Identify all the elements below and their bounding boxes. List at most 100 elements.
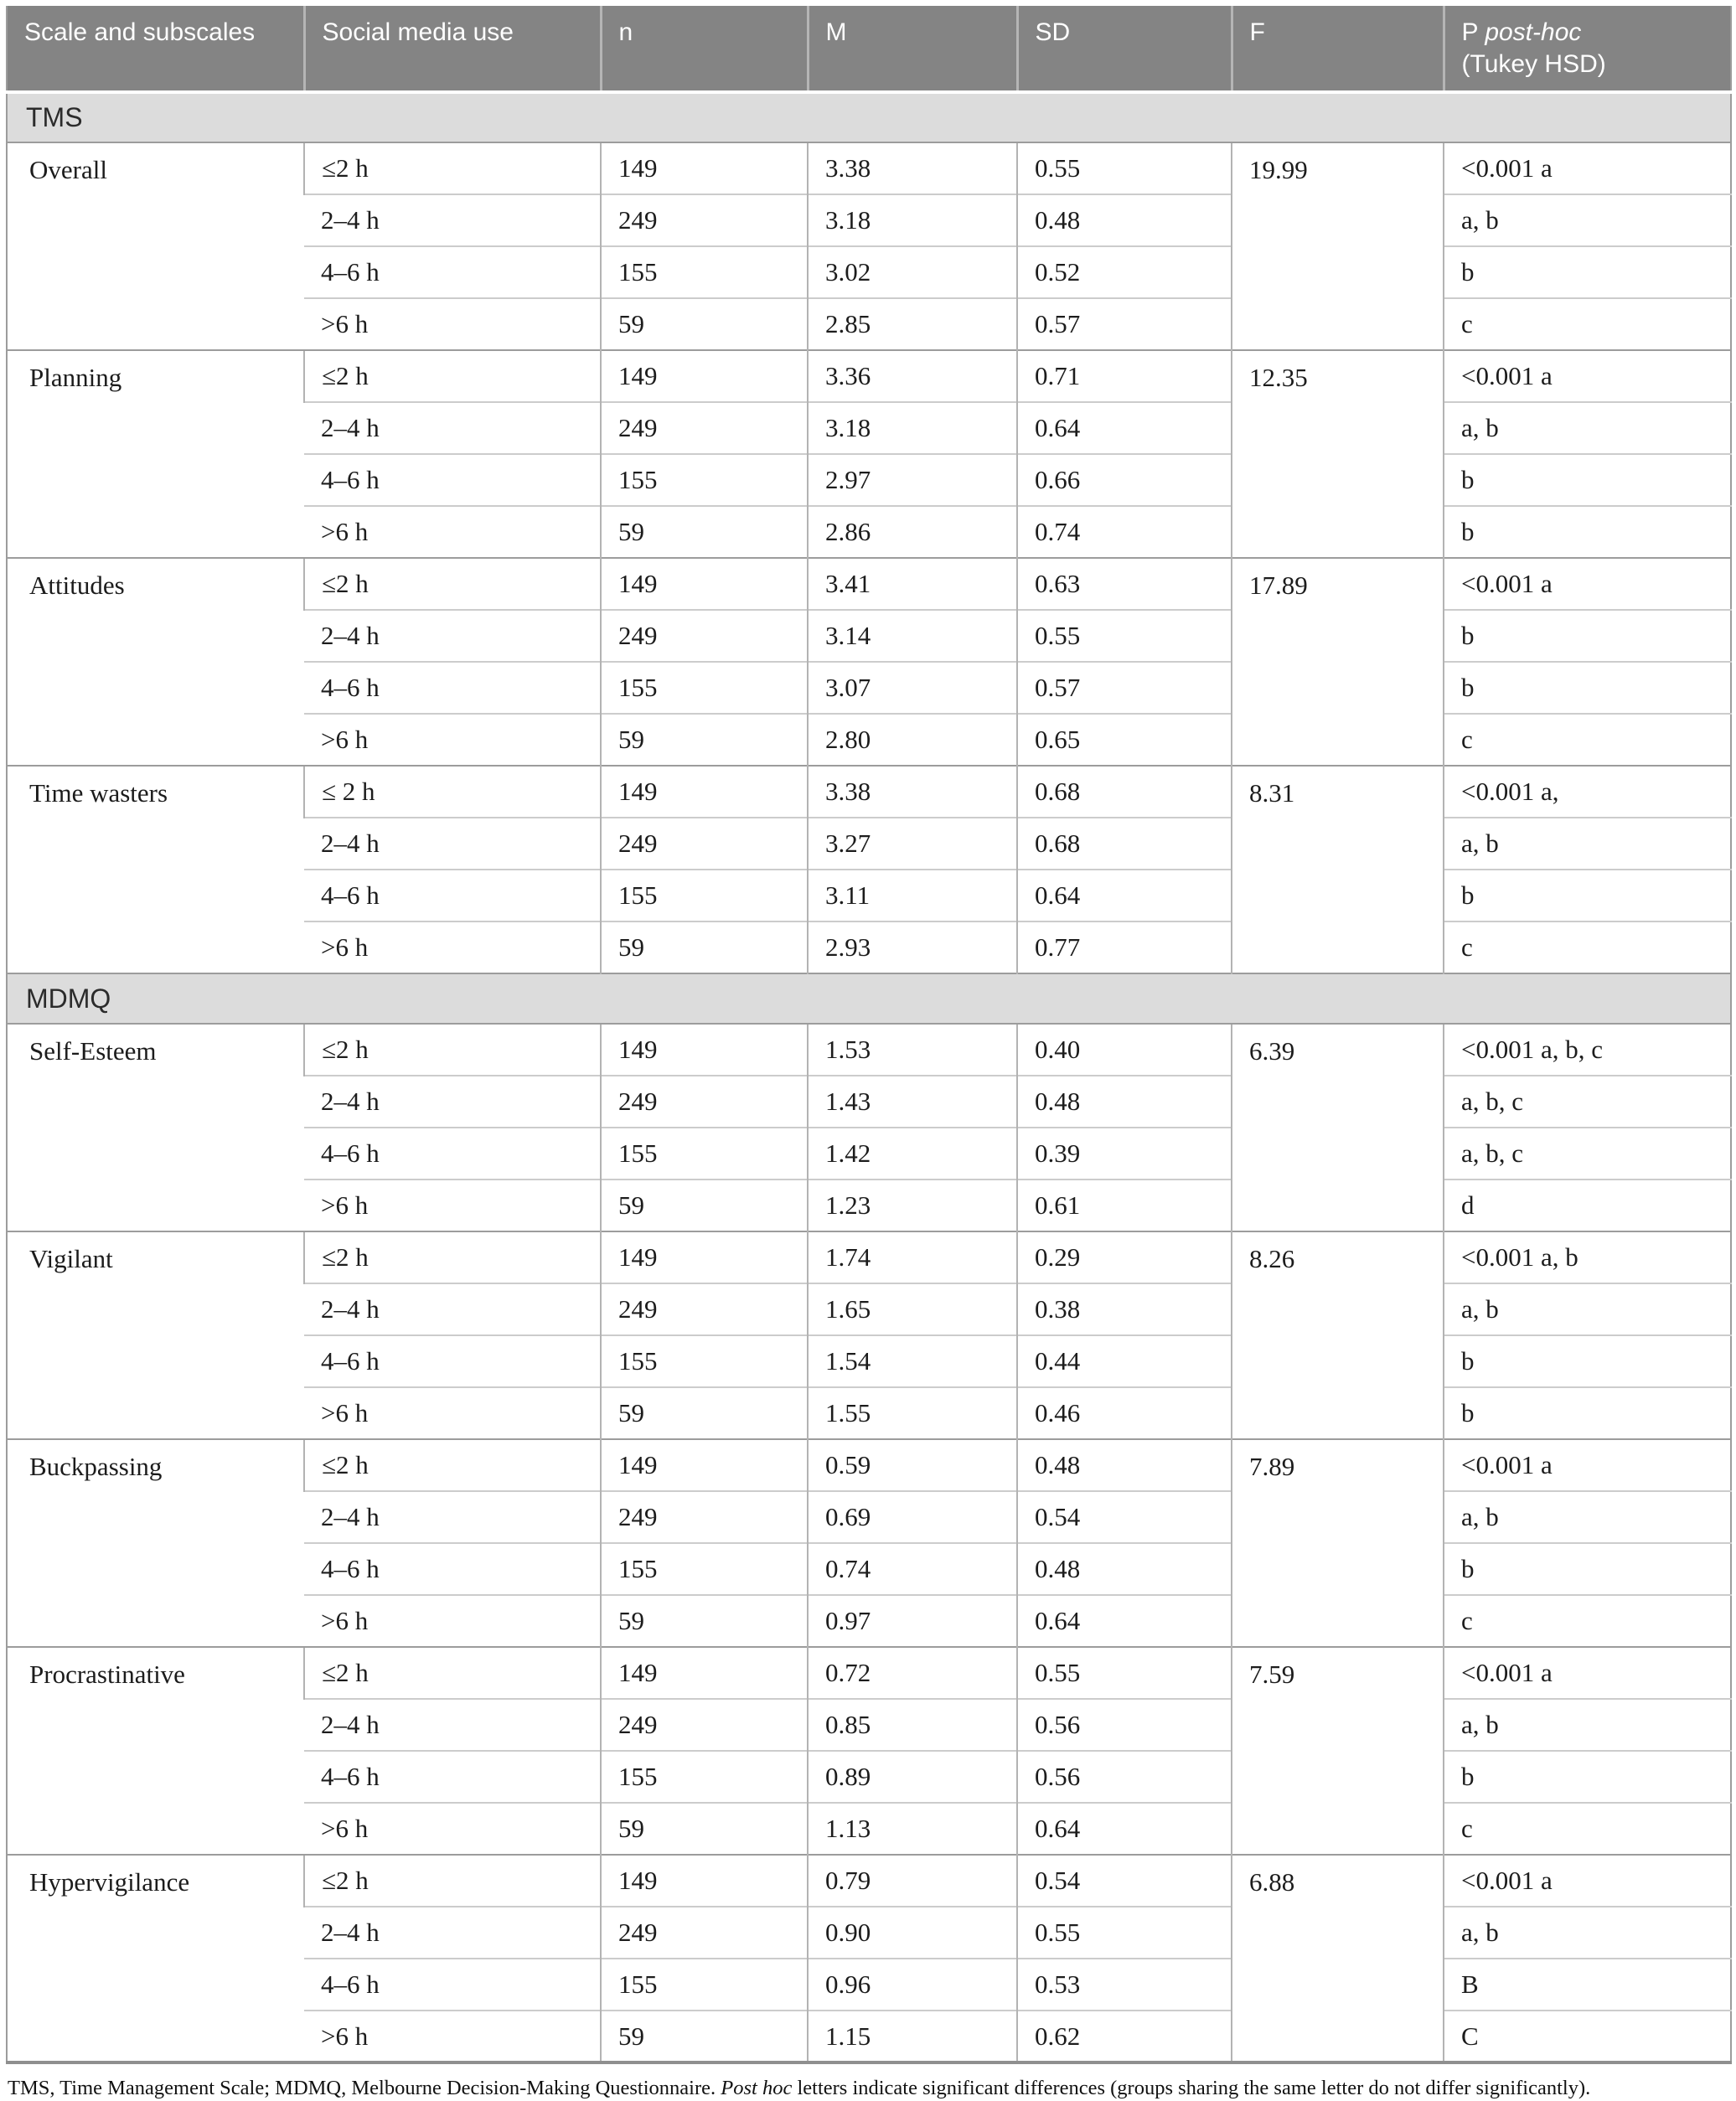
- scale-cell: Vigilant: [7, 1231, 304, 1439]
- table-row: 4–6 h 155 1.42 0.39 a, b, c: [7, 1127, 1731, 1180]
- m-cell: 2.97: [807, 453, 1017, 506]
- sd-cell: 0.52: [1016, 245, 1232, 298]
- sd-cell: 0.66: [1016, 453, 1232, 506]
- sd-cell: 0.54: [1016, 1854, 1232, 1907]
- m-cell: 3.41: [807, 557, 1017, 610]
- sd-cell: 0.64: [1016, 869, 1232, 921]
- sd-cell: 0.68: [1016, 817, 1232, 870]
- sd-cell: 0.64: [1016, 1594, 1232, 1647]
- m-cell: 2.85: [807, 297, 1017, 350]
- sd-cell: 0.29: [1016, 1231, 1232, 1283]
- p-posthoc-cell: <0.001 a: [1443, 142, 1731, 194]
- table-row: 2–4 h 249 3.18 0.64 a, b: [7, 401, 1731, 454]
- use-cell: ≤2 h: [303, 557, 601, 610]
- m-cell: 0.74: [807, 1542, 1017, 1595]
- sd-cell: 0.68: [1016, 765, 1232, 818]
- use-cell: 2–4 h: [304, 609, 601, 662]
- footnote-text-pre: TMS, Time Management Scale; MDMQ, Melbou…: [8, 2077, 721, 2099]
- table-row: >6 h 59 1.13 0.64 c: [7, 1802, 1731, 1855]
- use-cell: 4–6 h: [304, 869, 601, 921]
- m-cell: 1.54: [807, 1334, 1017, 1387]
- use-cell: >6 h: [304, 921, 601, 973]
- m-cell: 1.43: [807, 1075, 1017, 1128]
- m-cell: 0.59: [807, 1438, 1017, 1491]
- sd-cell: 0.54: [1016, 1490, 1232, 1543]
- p-posthoc-cell: <0.001 a: [1443, 1438, 1731, 1491]
- use-cell: 2–4 h: [304, 1490, 601, 1543]
- table-row: 2–4 h 249 1.43 0.48 a, b, c: [7, 1075, 1731, 1128]
- n-cell: 59: [600, 1594, 808, 1647]
- m-cell: 3.11: [807, 869, 1017, 921]
- use-cell: >6 h: [304, 713, 601, 766]
- p-posthoc-cell: a, b, c: [1443, 1075, 1731, 1128]
- use-cell: ≤2 h: [303, 1646, 601, 1699]
- n-cell: 149: [600, 1231, 808, 1283]
- scale-cell: Buckpassing: [7, 1438, 304, 1647]
- p-posthoc-cell: b: [1443, 245, 1731, 298]
- f-cell: 6.88: [1231, 1854, 1444, 2062]
- f-cell: 8.26: [1231, 1231, 1444, 1439]
- scale-cell: Time wasters: [7, 765, 304, 973]
- use-cell: ≤2 h: [303, 1231, 601, 1283]
- m-cell: 3.36: [807, 349, 1017, 402]
- table-row: Overall ≤2 h 149 3.38 0.55 19.99 <0.001 a: [7, 142, 1731, 350]
- n-cell: 155: [600, 1334, 808, 1387]
- sd-cell: 0.65: [1016, 713, 1232, 766]
- sd-cell: 0.56: [1016, 1698, 1232, 1751]
- n-cell: 149: [600, 765, 808, 818]
- p-posthoc-cell: a, b: [1443, 1283, 1731, 1335]
- p-posthoc-cell: a, b: [1443, 401, 1731, 454]
- sd-cell: 0.63: [1016, 557, 1232, 610]
- table-row: >6 h 59 2.93 0.77 c: [7, 921, 1731, 973]
- table-row: Procrastinative ≤2 h 149 0.72 0.55 7.59 <0.001…: [7, 1646, 1731, 1855]
- use-cell: 2–4 h: [304, 1698, 601, 1751]
- m-cell: 0.69: [807, 1490, 1017, 1543]
- p-posthoc-cell: c: [1443, 1802, 1731, 1855]
- n-cell: 59: [600, 1179, 808, 1231]
- table-row: 4–6 h 155 2.97 0.66 b: [7, 453, 1731, 506]
- use-cell: ≤2 h: [303, 1023, 601, 1076]
- sd-cell: 0.61: [1016, 1179, 1232, 1231]
- n-cell: 59: [600, 1802, 808, 1855]
- header-cell-n: n: [599, 6, 808, 94]
- n-cell: 59: [600, 921, 808, 973]
- table-row: 2–4 h 249 1.65 0.38 a, b: [7, 1283, 1731, 1335]
- sd-cell: 0.64: [1016, 401, 1232, 454]
- use-cell: 4–6 h: [304, 1127, 601, 1180]
- table-row: Buckpassing ≤2 h 149 0.59 0.48 7.89 <0.001 a: [7, 1438, 1731, 1647]
- p-posthoc-cell: b: [1443, 1334, 1731, 1387]
- table-row: >6 h 59 1.55 0.46 b: [7, 1386, 1731, 1439]
- n-cell: 59: [600, 713, 808, 766]
- p-posthoc-cell: <0.001 a, b: [1443, 1231, 1731, 1283]
- table-row: 2–4 h 249 3.18 0.48 a, b: [7, 194, 1731, 246]
- use-cell: ≤ 2 h: [303, 765, 601, 818]
- sd-cell: 0.74: [1016, 505, 1232, 558]
- section-title: TMS: [7, 91, 1731, 143]
- p-posthoc-cell: a, b: [1443, 817, 1731, 870]
- p-posthoc-cell: <0.001 a: [1443, 557, 1731, 610]
- m-cell: 3.02: [807, 245, 1017, 298]
- table-row: >6 h 59 1.15 0.62 C: [7, 2010, 1731, 2062]
- n-cell: 249: [600, 1283, 808, 1335]
- p-posthoc-cell: a, b: [1443, 1906, 1731, 1959]
- sd-cell: 0.44: [1016, 1334, 1232, 1387]
- table-row: 2–4 h 249 3.14 0.55 b: [7, 609, 1731, 662]
- sd-cell: 0.77: [1016, 921, 1232, 973]
- m-cell: 1.53: [807, 1023, 1017, 1076]
- m-cell: 1.23: [807, 1179, 1017, 1231]
- use-cell: >6 h: [304, 1386, 601, 1439]
- table-row: Attitudes ≤2 h 149 3.41 0.63 17.89 <0.001 a: [7, 557, 1731, 766]
- header-cell-m: M: [806, 6, 1017, 94]
- n-cell: 149: [600, 142, 808, 194]
- use-cell: ≤2 h: [303, 349, 601, 402]
- p-posthoc-cell: c: [1443, 297, 1731, 350]
- scale-cell: Procrastinative: [7, 1646, 304, 1855]
- p-posthoc-cell: c: [1443, 1594, 1731, 1647]
- n-cell: 149: [600, 1646, 808, 1699]
- sd-cell: 0.57: [1016, 661, 1232, 714]
- sd-cell: 0.40: [1016, 1023, 1232, 1076]
- n-cell: 149: [600, 1854, 808, 1907]
- m-cell: 1.42: [807, 1127, 1017, 1180]
- n-cell: 149: [600, 1438, 808, 1491]
- table-row: 2–4 h 249 0.90 0.55 a, b: [7, 1906, 1731, 1959]
